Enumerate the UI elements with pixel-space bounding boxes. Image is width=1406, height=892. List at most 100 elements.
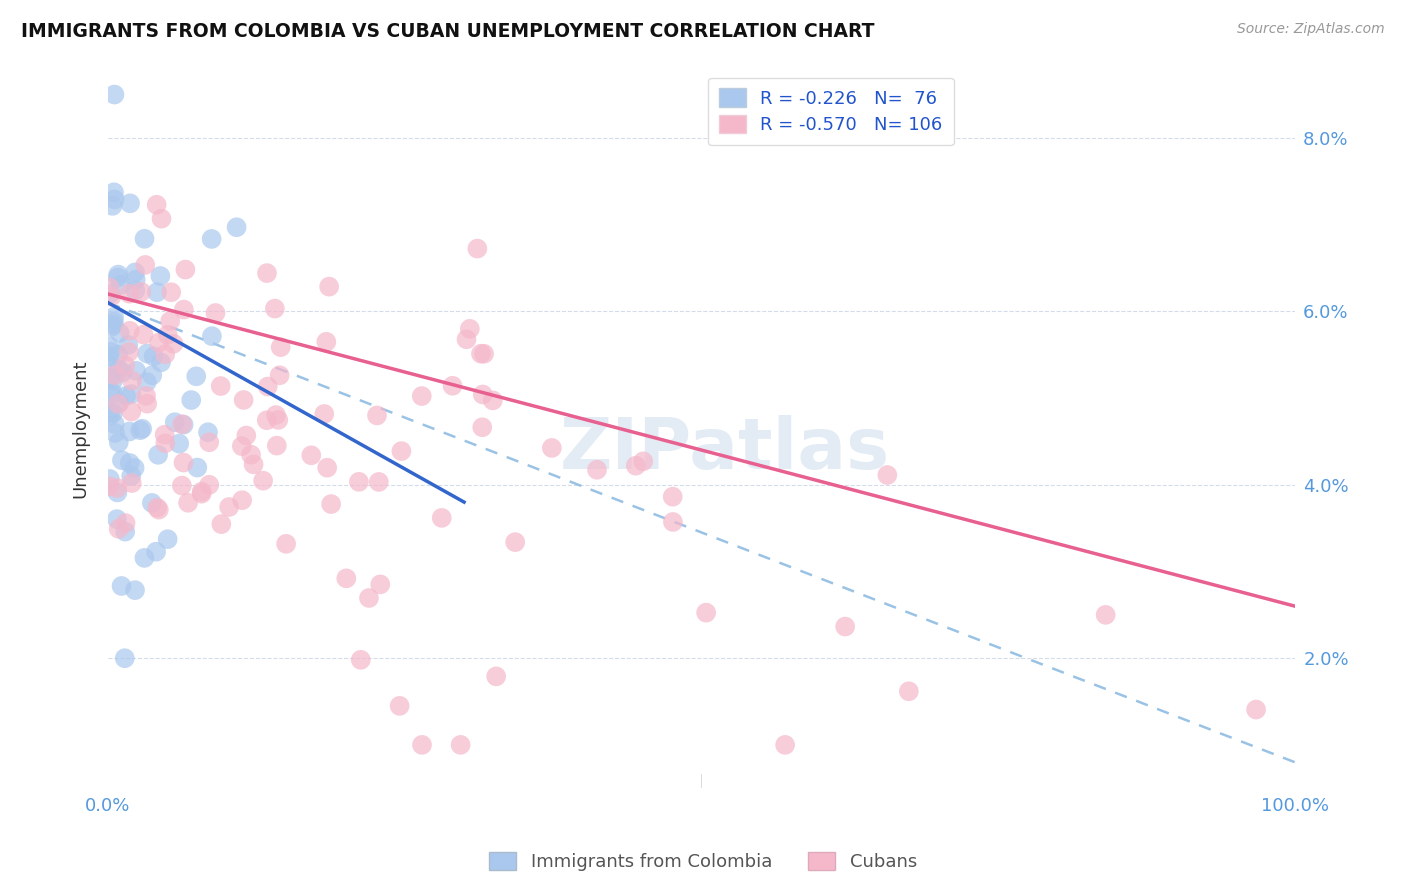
Point <box>172 456 194 470</box>
Point <box>125 364 148 378</box>
Point <box>218 500 240 514</box>
Text: ZIPatlas: ZIPatlas <box>560 416 890 484</box>
Point <box>240 448 263 462</box>
Point <box>153 427 176 442</box>
Point <box>107 362 129 376</box>
Point <box>145 198 167 212</box>
Point <box>170 478 193 492</box>
Point <box>471 387 494 401</box>
Y-axis label: Unemployment: Unemployment <box>72 359 89 498</box>
Text: IMMIGRANTS FROM COLOMBIA VS CUBAN UNEMPLOYMENT CORRELATION CHART: IMMIGRANTS FROM COLOMBIA VS CUBAN UNEMPL… <box>21 22 875 41</box>
Point <box>177 496 200 510</box>
Point <box>107 348 129 362</box>
Point <box>430 511 453 525</box>
Point <box>135 389 157 403</box>
Legend: Immigrants from Colombia, Cubans: Immigrants from Colombia, Cubans <box>482 845 924 879</box>
Point <box>145 544 167 558</box>
Point <box>100 387 122 401</box>
Point <box>114 516 136 530</box>
Point <box>450 738 472 752</box>
Point <box>125 272 148 286</box>
Point <box>231 439 253 453</box>
Point <box>156 532 179 546</box>
Point <box>105 485 128 500</box>
Point <box>316 460 339 475</box>
Point <box>456 332 478 346</box>
Point <box>120 196 142 211</box>
Point <box>134 258 156 272</box>
Point <box>198 477 221 491</box>
Point <box>186 460 208 475</box>
Point <box>503 535 526 549</box>
Point <box>150 355 173 369</box>
Point <box>231 493 253 508</box>
Point <box>104 368 127 383</box>
Point <box>190 486 212 500</box>
Point <box>129 423 152 437</box>
Point <box>263 301 285 316</box>
Point <box>124 583 146 598</box>
Point <box>121 387 143 401</box>
Point <box>114 359 136 373</box>
Point <box>111 366 134 380</box>
Point <box>98 358 121 372</box>
Point <box>110 277 132 292</box>
Point <box>132 327 155 342</box>
Point <box>232 392 254 407</box>
Point <box>103 318 125 332</box>
Point <box>134 550 156 565</box>
Point <box>111 453 134 467</box>
Point <box>662 515 685 529</box>
Point <box>180 392 202 407</box>
Point <box>162 336 184 351</box>
Point <box>197 425 219 440</box>
Point <box>101 385 124 400</box>
Point <box>98 280 121 294</box>
Point <box>267 413 290 427</box>
Point <box>834 619 856 633</box>
Point <box>98 339 121 353</box>
Point <box>131 422 153 436</box>
Point <box>204 306 226 320</box>
Point <box>98 350 121 364</box>
Point <box>201 232 224 246</box>
Point <box>124 284 146 298</box>
Point <box>441 378 464 392</box>
Point <box>472 347 495 361</box>
Point <box>124 265 146 279</box>
Point <box>624 458 647 473</box>
Point <box>134 232 156 246</box>
Point <box>118 324 141 338</box>
Point <box>482 393 505 408</box>
Point <box>321 497 343 511</box>
Point <box>114 651 136 665</box>
Point <box>163 415 186 429</box>
Point <box>148 335 170 350</box>
Point <box>631 454 654 468</box>
Point <box>118 425 141 439</box>
Point <box>773 738 796 752</box>
Point <box>98 286 121 301</box>
Point <box>471 420 494 434</box>
Point <box>315 334 337 349</box>
Point <box>118 286 141 301</box>
Point <box>876 468 898 483</box>
Point <box>101 374 124 388</box>
Text: Source: ZipAtlas.com: Source: ZipAtlas.com <box>1237 22 1385 37</box>
Point <box>314 407 336 421</box>
Point <box>118 456 141 470</box>
Point <box>142 350 165 364</box>
Point <box>368 577 391 591</box>
Point <box>135 375 157 389</box>
Point <box>350 653 373 667</box>
Point <box>115 389 138 403</box>
Point <box>155 347 177 361</box>
Point <box>172 417 194 432</box>
Point <box>209 379 232 393</box>
Point <box>124 461 146 475</box>
Point <box>103 417 125 431</box>
Point <box>108 326 131 340</box>
Point <box>467 242 489 256</box>
Point <box>160 285 183 300</box>
Point <box>235 428 257 442</box>
